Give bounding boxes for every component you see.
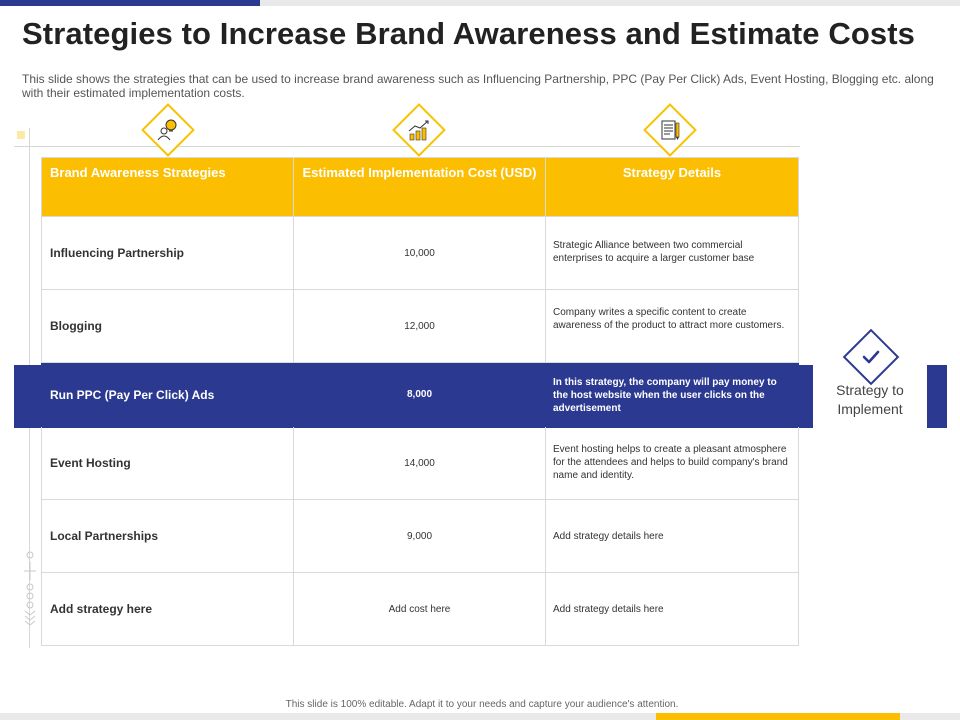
- strategy-cost: 14,000: [293, 426, 546, 500]
- header-cost: Estimated Implementation Cost (USD): [293, 157, 546, 217]
- strategy-detail: In this strategy, the company will pay m…: [545, 362, 799, 427]
- strategy-name: Local Partnerships: [41, 499, 294, 573]
- rail-decoration-icon: [24, 551, 36, 626]
- top-accent-bar: [0, 0, 260, 6]
- highlight-band-end: [927, 365, 947, 428]
- strategy-name: Run PPC (Pay Per Click) Ads: [41, 362, 294, 427]
- strategy-detail: Event hosting helps to create a pleasant…: [545, 426, 799, 500]
- table-row: Blogging 12,000 Company writes a specifi…: [41, 289, 799, 363]
- callout-label: Strategy to Implement: [836, 382, 904, 417]
- slide-subtitle: This slide shows the strategies that can…: [22, 72, 934, 100]
- strategy-detail: Add strategy details here: [545, 572, 799, 646]
- strategy-table: Brand Awareness Strategies Estimated Imp…: [41, 157, 799, 646]
- slide-title: Strategies to Increase Brand Awareness a…: [22, 16, 915, 51]
- strategy-cost: 8,000: [293, 362, 546, 427]
- header-details: Strategy Details: [545, 157, 799, 217]
- strategy-name: Add strategy here: [41, 572, 294, 646]
- table-row: Add strategy here Add cost here Add stra…: [41, 572, 799, 646]
- rail-marker: [17, 131, 25, 139]
- strategy-name: Blogging: [41, 289, 294, 363]
- timeline-rail-horizontal: [14, 146, 800, 147]
- table-row: Event Hosting 14,000 Event hosting helps…: [41, 426, 799, 500]
- strategy-cost: Add cost here: [293, 572, 546, 646]
- strategy-cost: 10,000: [293, 216, 546, 290]
- strategy-detail: Strategic Alliance between two commercia…: [545, 216, 799, 290]
- document-pencil-icon: [661, 120, 680, 140]
- footer-note: This slide is 100% editable. Adapt it to…: [285, 699, 679, 710]
- header-strategies: Brand Awareness Strategies: [41, 157, 294, 217]
- strategy-cost: 12,000: [293, 289, 546, 363]
- idea-person-icon: [157, 119, 177, 141]
- bottom-gray-bar: [0, 713, 960, 720]
- strategy-name: Event Hosting: [41, 426, 294, 500]
- bottom-accent-bar: [656, 713, 900, 720]
- top-gray-bar: [260, 0, 960, 6]
- table-row: Local Partnerships 9,000 Add strategy de…: [41, 499, 799, 573]
- strategy-detail: Add strategy details here: [545, 499, 799, 573]
- strategy-name: Influencing Partnership: [41, 216, 294, 290]
- strategy-detail: Company writes a specific content to cre…: [545, 289, 799, 363]
- table-header-row: Brand Awareness Strategies Estimated Imp…: [41, 157, 799, 217]
- growth-chart-icon: [408, 120, 429, 141]
- checkmark-icon: [862, 350, 880, 364]
- strategy-cost: 9,000: [293, 499, 546, 573]
- table-row: Influencing Partnership 10,000 Strategic…: [41, 216, 799, 290]
- table-row-highlighted: Run PPC (Pay Per Click) Ads 8,000 In thi…: [41, 362, 799, 427]
